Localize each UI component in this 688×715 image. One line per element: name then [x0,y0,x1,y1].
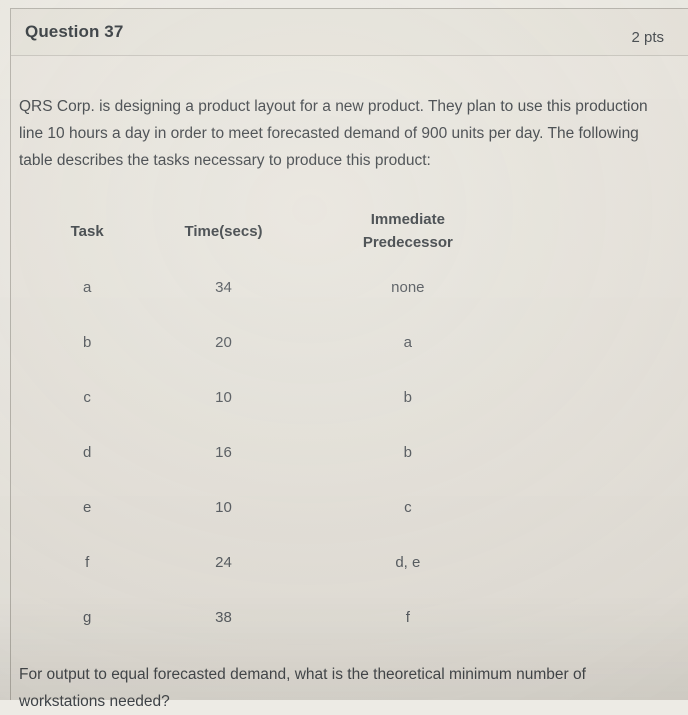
task-cell: g [19,590,155,645]
predecessor-cell: c [292,480,524,535]
table-row: b 20 a [19,315,524,370]
table-row: g 38 f [19,590,524,645]
table-row: d 16 b [19,425,524,480]
task-cell: e [19,480,155,535]
predecessor-cell: b [292,370,524,425]
table-row: e 10 c [19,480,524,535]
time-cell: 10 [155,480,291,535]
column-header-task: Task [19,202,155,260]
table-row: c 10 b [19,370,524,425]
question-title: Question 37 [25,22,123,42]
column-header-time: Time(secs) [155,202,291,260]
time-cell: 34 [155,260,291,315]
column-header-predecessor: Immediate Predecessor [292,202,524,260]
table-row: f 24 d, e [19,535,524,590]
task-table: Task Time(secs) Immediate Predecessor a … [19,202,524,645]
predecessor-cell: none [292,260,524,315]
predecessor-cell: f [292,590,524,645]
time-cell: 38 [155,590,291,645]
predecessor-cell: a [292,315,524,370]
question-prompt-text: For output to equal forecasted demand, w… [19,661,668,715]
table-header-row: Task Time(secs) Immediate Predecessor [19,202,524,260]
question-header: Question 37 2 pts [11,9,688,56]
time-cell: 10 [155,370,291,425]
task-cell: f [19,535,155,590]
time-cell: 16 [155,425,291,480]
question-intro-text: QRS Corp. is designing a product layout … [19,93,668,174]
table-row: a 34 none [19,260,524,315]
task-cell: a [19,260,155,315]
task-cell: c [19,370,155,425]
predecessor-cell: d, e [292,535,524,590]
time-cell: 24 [155,535,291,590]
task-cell: d [19,425,155,480]
time-cell: 20 [155,315,291,370]
question-card: Question 37 2 pts QRS Corp. is designing… [10,8,688,700]
predecessor-cell: b [292,425,524,480]
question-body: QRS Corp. is designing a product layout … [11,56,688,715]
question-points-badge: 2 pts [631,19,664,46]
task-cell: b [19,315,155,370]
